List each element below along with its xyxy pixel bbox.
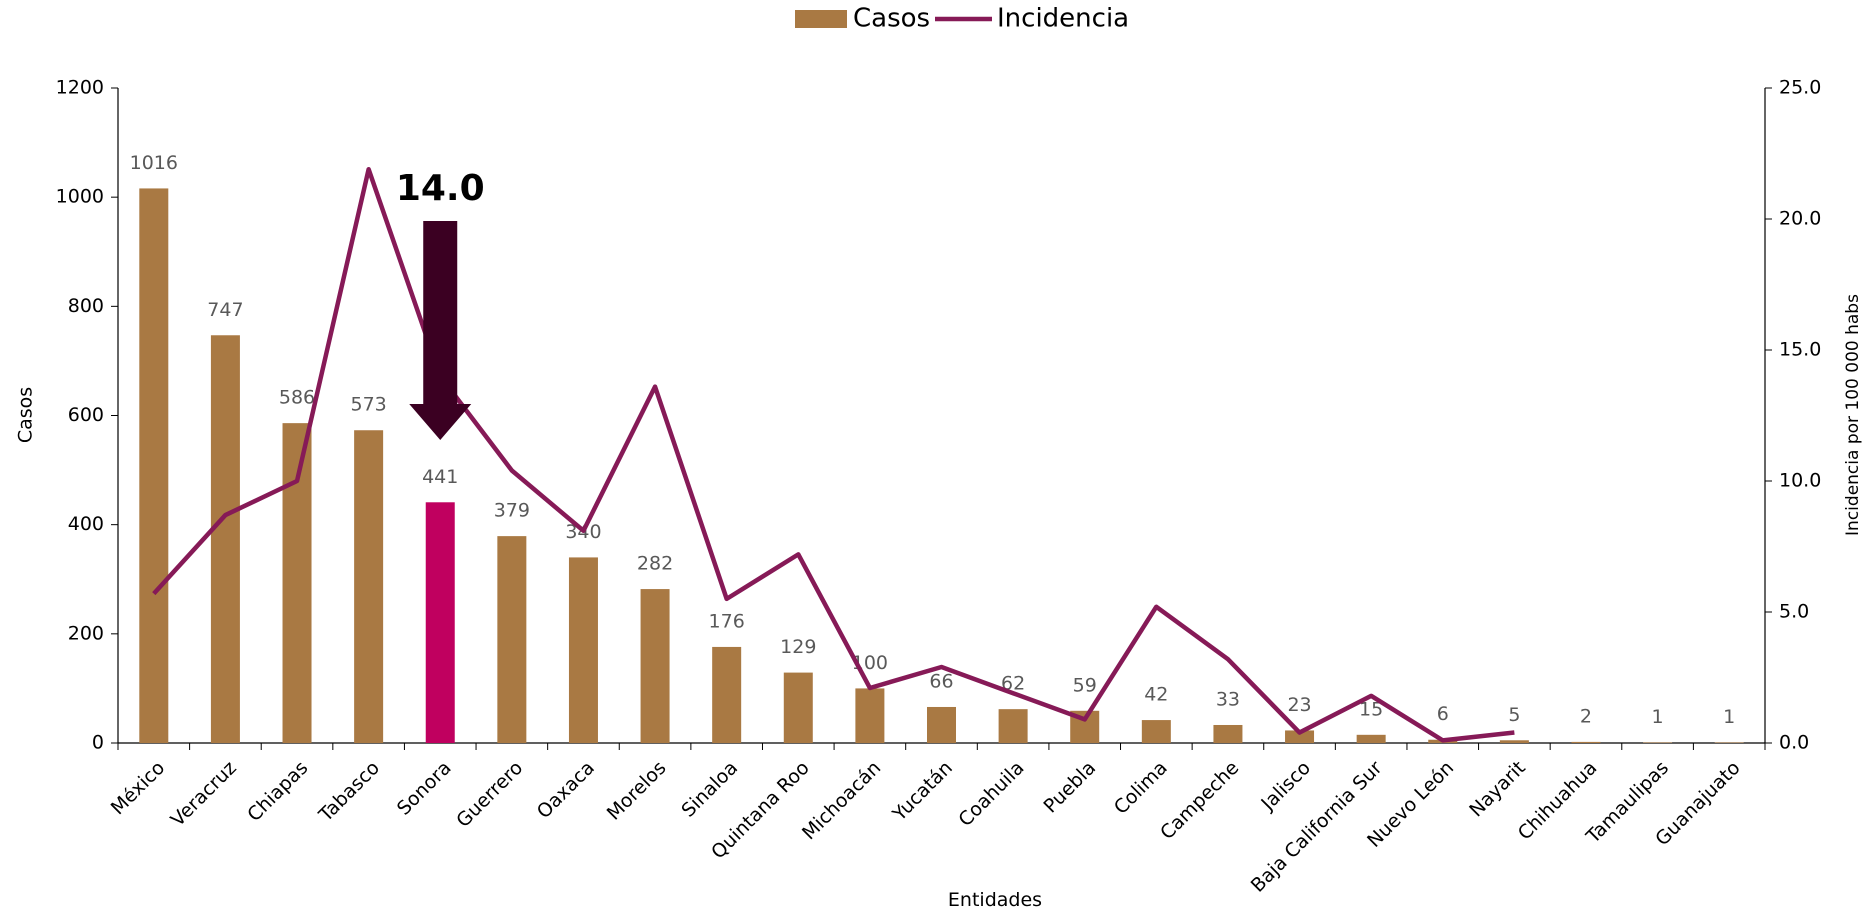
- x-tick-label: Morelos: [603, 757, 671, 825]
- x-tick-label: Tabasco: [314, 757, 384, 827]
- y-tick-label: 600: [68, 404, 104, 426]
- legend-label: Casos: [853, 4, 930, 34]
- x-tick-label: Guerrero: [452, 757, 527, 832]
- y2-tick-label: 0.0: [1779, 732, 1809, 754]
- y-axis-title: Casos: [15, 387, 37, 443]
- x-tick-label: Yucatán: [888, 757, 957, 826]
- bar: [354, 430, 384, 743]
- x-tick-label: Sonora: [393, 757, 456, 820]
- y2-tick-label: 20.0: [1779, 208, 1821, 230]
- bar: [568, 557, 598, 743]
- bar: [855, 688, 885, 743]
- x-tick-label: Coahuila: [954, 757, 1028, 831]
- legend-swatch: [795, 10, 847, 28]
- y-tick-label: 400: [68, 513, 104, 535]
- bar: [712, 646, 742, 743]
- data-label: 379: [494, 500, 530, 522]
- y2-tick-label: 10.0: [1779, 470, 1821, 492]
- bar: [425, 502, 455, 743]
- data-label: 66: [929, 670, 953, 692]
- data-label: 176: [709, 610, 745, 632]
- x-axis-title: Entidades: [948, 889, 1042, 910]
- bar: [783, 672, 813, 743]
- data-label: 586: [279, 387, 315, 409]
- y-tick-label: 1200: [56, 77, 104, 99]
- y-tick-label: 800: [68, 295, 104, 317]
- annotation: 14.0: [396, 168, 485, 209]
- data-label: 6: [1437, 703, 1449, 725]
- data-label: 1016: [130, 152, 178, 174]
- y-tick-label: 200: [68, 622, 104, 644]
- data-label: 129: [780, 636, 816, 658]
- data-label: 282: [637, 553, 673, 575]
- data-label: 42: [1144, 684, 1168, 706]
- annotation-arrow: [409, 221, 472, 440]
- bar: [1571, 741, 1601, 743]
- x-tick-label: México: [107, 757, 169, 819]
- bar: [927, 706, 956, 743]
- line: [152, 166, 1515, 743]
- bar: [1356, 734, 1386, 743]
- data-label: 573: [350, 394, 386, 416]
- y2-axis-title: Incidencia por 100 000 habs: [1843, 294, 1863, 536]
- x-tick-label: Chiapas: [243, 757, 312, 826]
- bar: [1643, 742, 1673, 743]
- bar: [640, 589, 670, 743]
- x-tick-label: Nayarit: [1465, 757, 1530, 822]
- data-label: 23: [1287, 694, 1311, 716]
- x-tick-label: Baja California Sur: [1247, 757, 1387, 897]
- bar: [1141, 720, 1171, 743]
- x-tick-label: Colima: [1110, 757, 1172, 819]
- y2-tick-label: 5.0: [1779, 601, 1809, 623]
- data-label: 1: [1652, 706, 1664, 728]
- y-tick-label: 0: [92, 732, 104, 754]
- bar: [1213, 724, 1243, 743]
- bar: [1499, 740, 1529, 743]
- data-label: 5: [1508, 704, 1520, 726]
- bar: [210, 335, 240, 743]
- bar: [1714, 742, 1744, 743]
- y2-tick-label: 25.0: [1779, 77, 1821, 99]
- x-tick-label: Sinaloa: [677, 757, 742, 822]
- x-tick-label: Jalisco: [1256, 757, 1315, 816]
- data-label: 747: [207, 299, 243, 321]
- bar: [497, 536, 527, 743]
- x-tick-label: Oaxaca: [533, 757, 599, 823]
- bar: [1285, 730, 1315, 743]
- bar: [139, 188, 169, 743]
- data-label: 2: [1580, 705, 1592, 727]
- data-label: 15: [1359, 698, 1383, 720]
- bar: [998, 709, 1028, 743]
- data-label: 1: [1723, 706, 1735, 728]
- x-tick-label: Puebla: [1039, 757, 1100, 818]
- data-label: 59: [1073, 674, 1097, 696]
- y-tick-label: 1000: [56, 186, 104, 208]
- y2-tick-label: 15.0: [1779, 339, 1821, 361]
- x-tick-label: Veracruz: [167, 757, 241, 831]
- data-label: 33: [1216, 688, 1240, 710]
- legend-label: Incidencia: [997, 4, 1129, 34]
- data-label: 441: [422, 466, 458, 488]
